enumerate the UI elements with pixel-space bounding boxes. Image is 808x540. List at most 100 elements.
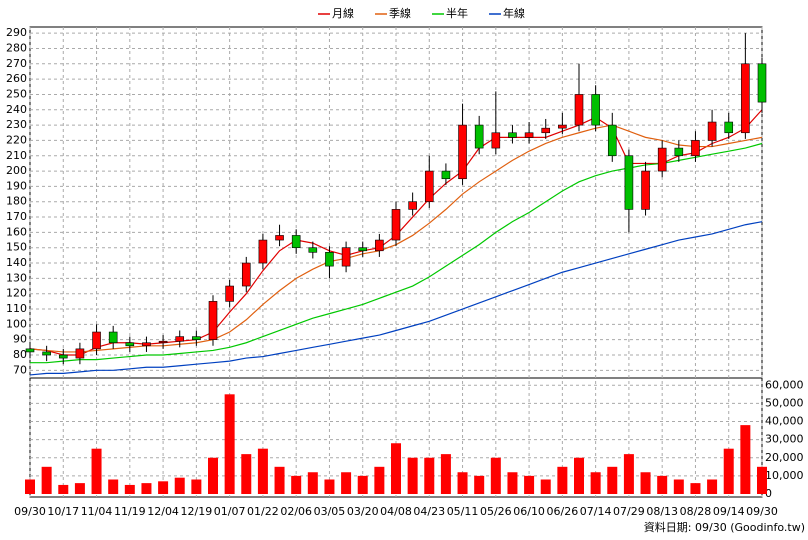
y2-tick-label: 20,000 bbox=[765, 451, 804, 464]
candle-body bbox=[491, 132, 501, 149]
volume-bar bbox=[690, 483, 701, 494]
x-tick-label: 07/29 bbox=[613, 505, 645, 518]
y-tick-label: 170 bbox=[6, 210, 27, 223]
candle-body bbox=[624, 155, 634, 210]
candle-body bbox=[508, 132, 517, 138]
x-tick-label: 05/26 bbox=[480, 505, 512, 518]
y-tick-label: 260 bbox=[6, 72, 27, 85]
candle-body bbox=[441, 170, 451, 180]
volume-bar bbox=[457, 472, 468, 494]
candle-body bbox=[75, 348, 85, 359]
volume-bar bbox=[557, 466, 568, 494]
candle-body bbox=[258, 239, 268, 264]
x-tick-label: 08/13 bbox=[646, 505, 678, 518]
candle-body bbox=[674, 147, 684, 157]
candle-body bbox=[275, 235, 284, 241]
y-tick-label: 150 bbox=[6, 241, 27, 254]
volume-bar bbox=[540, 479, 551, 494]
volume-bar bbox=[623, 454, 634, 494]
x-tick-label: 01/22 bbox=[247, 505, 279, 518]
candle-body bbox=[657, 147, 667, 172]
volume-bar bbox=[490, 457, 501, 494]
volume-bar bbox=[208, 457, 218, 494]
x-tick-label: 07/14 bbox=[580, 505, 612, 518]
candle-body bbox=[341, 247, 351, 267]
candle-body bbox=[192, 336, 201, 340]
legend-label: 年線 bbox=[503, 6, 525, 20]
volume-bar bbox=[291, 475, 302, 494]
legend-label: 月線 bbox=[332, 6, 354, 20]
x-tick-label: 09/30 bbox=[746, 505, 778, 518]
candle-body bbox=[25, 348, 35, 353]
ma-line bbox=[30, 142, 763, 364]
volume-bar bbox=[590, 472, 601, 494]
candle-body bbox=[92, 331, 101, 350]
y-tick-label: 270 bbox=[6, 57, 27, 70]
y-tick-label: 220 bbox=[6, 133, 27, 146]
legend-label: 季線 bbox=[389, 6, 411, 20]
y-tick-label: 290 bbox=[6, 26, 27, 39]
candle-body bbox=[58, 354, 68, 359]
volume-bar bbox=[407, 457, 418, 494]
x-tick-label: 03/20 bbox=[347, 505, 379, 518]
candle-body bbox=[741, 63, 750, 134]
candle-body bbox=[691, 140, 700, 157]
volume-bar bbox=[141, 483, 152, 494]
y-tick-label: 140 bbox=[6, 256, 27, 269]
volume-bar bbox=[341, 472, 352, 494]
candle-body bbox=[458, 124, 467, 180]
volume-bar bbox=[640, 472, 651, 494]
y-tick-label: 160 bbox=[6, 225, 27, 238]
volume-bar bbox=[740, 425, 751, 494]
candle-body bbox=[391, 209, 401, 241]
y-tick-label: 180 bbox=[6, 195, 27, 208]
volume-bar bbox=[274, 466, 285, 494]
y-tick-label: 190 bbox=[6, 179, 27, 192]
candle-body bbox=[591, 94, 600, 126]
volume-bar bbox=[707, 479, 718, 494]
volume-bar bbox=[357, 475, 368, 494]
volume-bar bbox=[41, 466, 52, 494]
x-tick-label: 04/23 bbox=[413, 505, 445, 518]
candle-body bbox=[308, 247, 318, 253]
volume-bar bbox=[74, 483, 85, 494]
candle-body bbox=[408, 201, 417, 210]
candle-body bbox=[574, 94, 584, 126]
y-tick-label: 250 bbox=[6, 87, 27, 100]
volume-bar bbox=[374, 466, 385, 494]
candle-body bbox=[474, 124, 484, 149]
candle-body bbox=[358, 247, 368, 252]
volume-bar bbox=[224, 394, 235, 494]
candle-body bbox=[125, 342, 135, 347]
y-tick-label: 90 bbox=[13, 333, 27, 346]
volume-bar bbox=[191, 479, 202, 494]
x-tick-label: 05/11 bbox=[447, 505, 479, 518]
y2-tick-label: 10,000 bbox=[765, 469, 804, 482]
volume-bar bbox=[424, 457, 435, 494]
y-tick-label: 110 bbox=[6, 302, 27, 315]
candle-body bbox=[424, 170, 434, 203]
y-tick-label: 210 bbox=[6, 149, 27, 162]
candle-body bbox=[558, 124, 567, 129]
volume-bar bbox=[391, 443, 401, 494]
volume-bar bbox=[174, 477, 185, 494]
candle-body bbox=[524, 132, 534, 138]
candle-body bbox=[607, 124, 617, 157]
volume-bar bbox=[241, 454, 252, 494]
x-tick-label: 06/26 bbox=[547, 505, 579, 518]
candle-body bbox=[208, 301, 218, 340]
candle-body bbox=[241, 262, 251, 287]
y-tick-label: 230 bbox=[6, 118, 27, 131]
candle-body bbox=[108, 331, 118, 344]
candle-body bbox=[724, 121, 734, 134]
volume-bar bbox=[440, 454, 451, 494]
candle-body bbox=[707, 121, 717, 141]
volume-bar bbox=[723, 448, 734, 494]
volume-bar bbox=[124, 484, 135, 494]
x-tick-label: 04/08 bbox=[380, 505, 412, 518]
candle-body bbox=[175, 336, 185, 342]
volume-bar bbox=[91, 448, 102, 494]
volume-bar bbox=[474, 475, 485, 494]
candle-body bbox=[541, 127, 551, 134]
